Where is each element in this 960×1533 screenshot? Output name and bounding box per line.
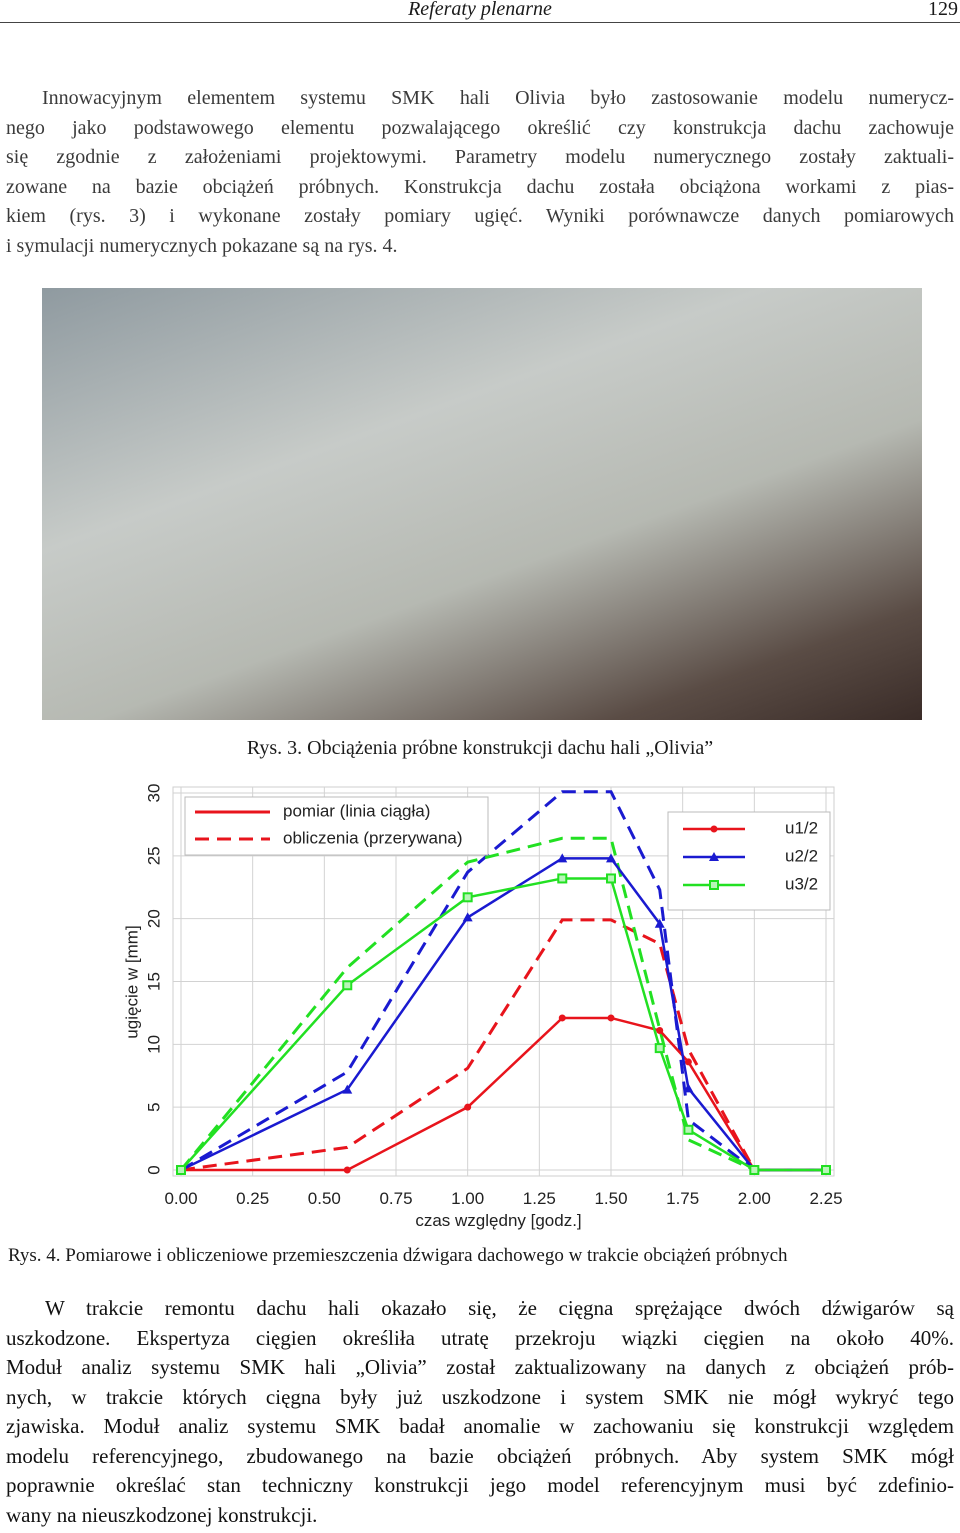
y-tick-label: 20 [144,909,163,928]
marker [557,853,568,863]
text-line: nych, w trakcie których cięgna były już … [6,1384,954,1409]
x-tick-label: 0.25 [236,1189,269,1208]
y-tick-label: 5 [144,1102,163,1111]
marker [343,1166,351,1174]
marker [654,1043,665,1054]
marker [656,1027,664,1035]
y-tick-label: 15 [144,972,163,991]
marker [683,1124,694,1135]
marker [821,1165,831,1175]
text-line: zowane na bazie obciążeń próbnych. Konst… [6,175,954,198]
chart: 0.00 0.25 0.50 0.75 1.00 1.25 1.50 1.75 2.00 2.25… [122,784,842,1230]
y-tick-label: 0 [144,1165,163,1174]
text-line: Innowacyjnym elementem systemu SMK hali … [42,87,954,109]
marker [684,1058,692,1066]
x-tick-label: 0.50 [308,1189,341,1208]
page-number: 129 [928,0,958,20]
x-tick-label: 2.25 [809,1189,842,1208]
y-tick-label: 10 [144,1035,163,1054]
marker [176,1165,186,1175]
text-line: Moduł analiz systemu SMK hali „Olivia” z… [6,1355,954,1379]
photo [42,288,922,720]
figure-caption: Rys. 4. Pomiarowe i obliczeniowe przemie… [8,1245,788,1266]
legend-label: u3/2 [785,874,818,893]
legend-marker [710,825,718,833]
figure-caption: Rys. 3. Obciążenia próbne konstrukcji da… [246,737,714,759]
running-head: Referaty plenarne 129 [0,0,960,23]
marker [342,980,353,991]
text-line: kiem (rys. 3) i wykonane zostały pomiary… [6,205,954,227]
text-line: modelu referencyjnego, zbudowanego na ba… [6,1443,954,1468]
marker [464,1103,472,1111]
x-tick-label: 1.50 [594,1189,627,1208]
marker [342,1084,353,1094]
legend-label: u1/2 [785,818,818,837]
x-tick-label: 1.25 [523,1189,556,1208]
marker [558,1014,566,1022]
marker [462,892,473,903]
marker [607,1014,615,1022]
legend-label: obliczenia (przerywana) [283,828,463,847]
text-line: nego jako podstawowego elementu pozwalaj… [6,116,954,139]
marker [462,912,473,922]
x-tick-label: 0.75 [379,1189,412,1208]
marker [606,853,616,863]
calc-line [180,790,826,1172]
calc-line [179,836,826,1172]
header-title: Referaty plenarne [408,0,552,20]
marker [606,873,616,884]
legend-label: pomiar (linia ciągła) [283,801,430,820]
x-tick-label: 0.00 [164,1189,197,1208]
marker [557,873,568,884]
legend-label: u2/2 [785,846,818,865]
x-tick-label: 1.75 [666,1189,699,1208]
legend [184,796,489,856]
marker [749,1165,760,1175]
calc-line [180,918,826,1172]
text-line: zjawiska. Moduł analiz systemu SMK badał… [6,1414,954,1438]
text-line: poprawnie określać stan techniczny konst… [6,1473,954,1497]
marker [683,1083,694,1093]
marker [654,918,665,928]
x-tick-label: 2.00 [738,1189,771,1208]
x-tick-label: 1.00 [451,1189,484,1208]
y-tick-label: 30 [144,784,163,803]
text-line: uszkodzone. Ekspertyza cięgien określiła… [6,1325,954,1350]
text-line: wany na nieuszkodzonej konstrukcji. [6,1502,318,1527]
y-axis-label: ugięcie w [mm] [122,925,141,1038]
text-line: się zgodnie z założeniami projektowymi. … [6,146,954,168]
x-axis-label: czas względny [godz.] [415,1211,581,1230]
text-line: W trakcie remontu dachu hali okazało się… [45,1296,954,1320]
legend-marker [709,880,719,890]
text-line: i symulacji numerycznych pokazane są na … [6,234,398,257]
legend-marker [709,852,719,861]
y-tick-label: 25 [144,846,163,865]
